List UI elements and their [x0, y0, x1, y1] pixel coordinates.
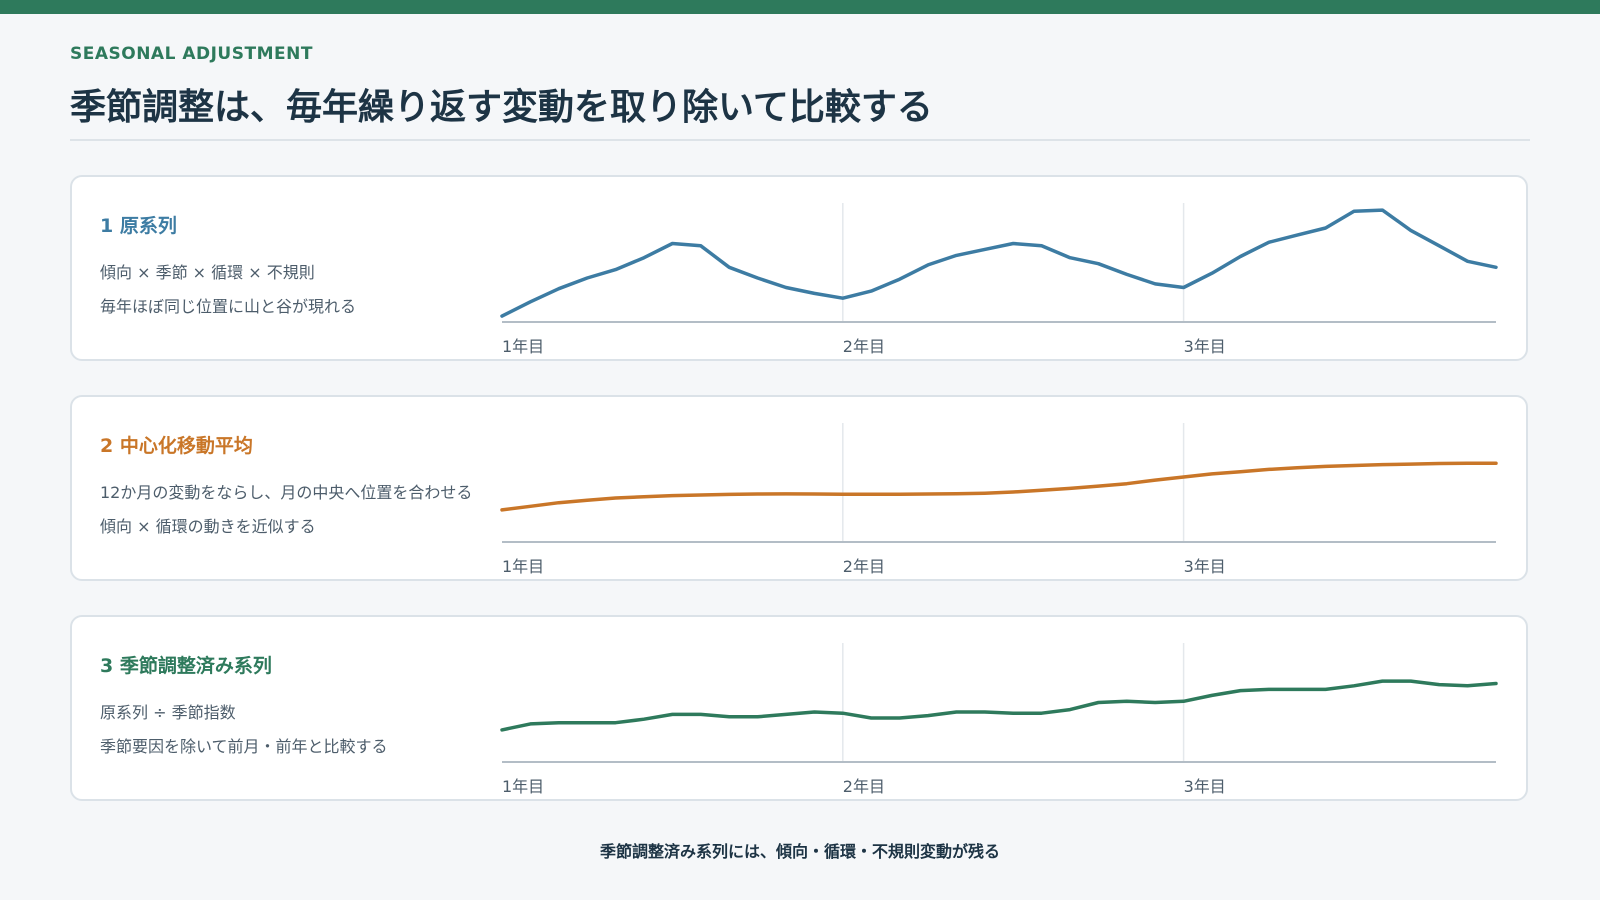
original-series-chart: 1年目 2年目 3年目: [500, 203, 1498, 356]
panel-description-2: 傾向 × 循環の動きを近似する: [100, 517, 316, 536]
x-tick-label: 3年目: [1184, 777, 1226, 796]
x-tick-label: 1年目: [502, 337, 544, 356]
panel-description-2: 季節要因を除いて前月・前年と比較する: [100, 737, 388, 756]
series-line: [500, 461, 1498, 512]
panel-description-2: 毎年ほぼ同じ位置に山と谷が現れる: [100, 297, 357, 316]
panel-description-1: 原系列 ÷ 季節指数: [100, 703, 236, 722]
panel-heading: 2 中心化移動平均: [100, 435, 253, 457]
title-divider: [70, 139, 1530, 141]
panel-seasonally-adjusted: 3 季節調整済み系列 原系列 ÷ 季節指数 季節要因を除いて前月・前年と比較する…: [70, 615, 1528, 801]
panel-moving-average: 2 中心化移動平均 12か月の変動をならし、月の中央へ位置を合わせる 傾向 × …: [70, 395, 1528, 581]
panel-description-1: 傾向 × 季節 × 循環 × 不規則: [100, 263, 315, 282]
moving-average-chart: 1年目 2年目 3年目: [500, 423, 1498, 576]
footer-note: 季節調整済み系列には、傾向・循環・不規則変動が残る: [599, 842, 1000, 861]
seasonally-adjusted-chart: 1年目 2年目 3年目: [500, 643, 1498, 796]
x-tick-label: 3年目: [1184, 557, 1226, 576]
page-title: 季節調整は、毎年繰り返す変動を取り除いて比較する: [70, 87, 933, 128]
x-tick-label: 2年目: [843, 337, 885, 356]
x-tick-label: 3年目: [1184, 337, 1226, 356]
series-line: [500, 208, 1498, 318]
series-line: [500, 679, 1498, 732]
panel-heading: 1 原系列: [100, 215, 177, 237]
eyebrow-label: SEASONAL ADJUSTMENT: [70, 44, 313, 64]
x-tick-label: 1年目: [502, 557, 544, 576]
panel-heading: 3 季節調整済み系列: [100, 655, 272, 677]
panel-original-series: 1 原系列 傾向 × 季節 × 循環 × 不規則 毎年ほぼ同じ位置に山と谷が現れ…: [70, 175, 1528, 361]
x-tick-label: 2年目: [843, 777, 885, 796]
x-tick-label: 2年目: [843, 557, 885, 576]
x-tick-label: 1年目: [502, 777, 544, 796]
top-accent-bar: [0, 0, 1600, 14]
panel-description-1: 12か月の変動をならし、月の中央へ位置を合わせる: [100, 483, 473, 502]
